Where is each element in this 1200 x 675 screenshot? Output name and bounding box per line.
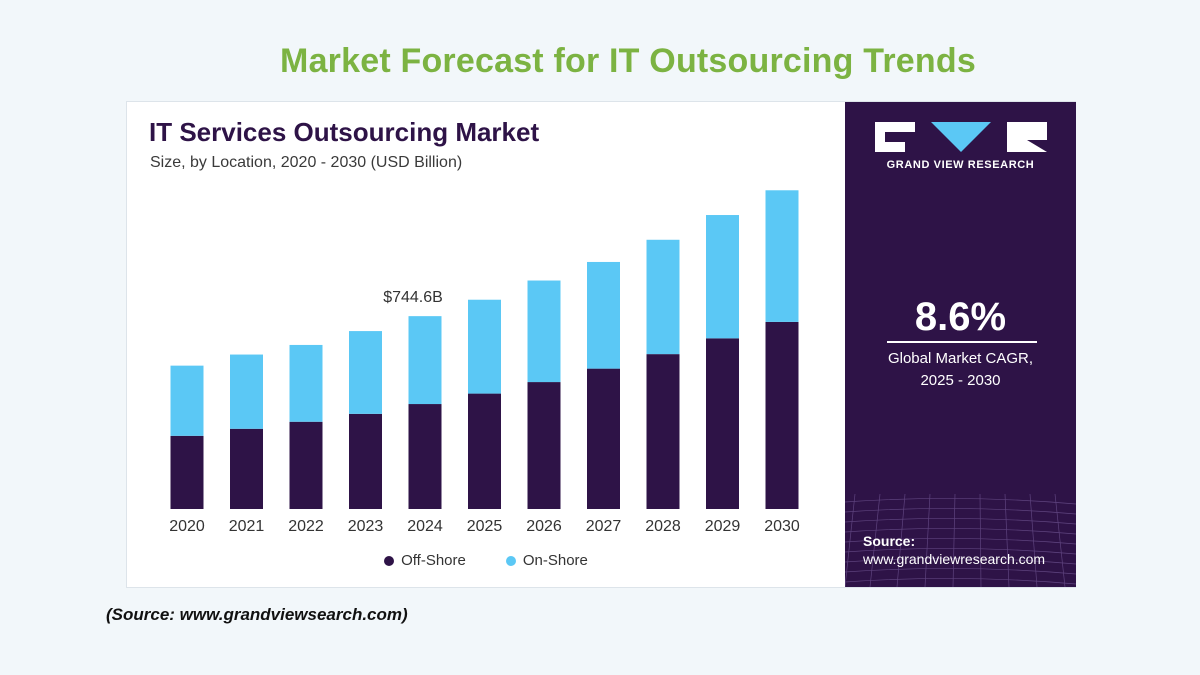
x-tick-label-2025: 2025 bbox=[467, 518, 503, 535]
bar-on-shore-2029 bbox=[706, 215, 739, 339]
bar-on-shore-2026 bbox=[527, 280, 561, 383]
bar-on-shore-2023 bbox=[349, 331, 382, 414]
bar-off-shore-2022 bbox=[289, 421, 323, 509]
legend-item-on-shore: On-Shore bbox=[505, 552, 588, 569]
x-tick-label-2020: 2020 bbox=[169, 518, 205, 535]
stacked-bar-chart: 2020 2021 2022 2023 2024 $744.6B 2025 2026 2027 2… bbox=[169, 190, 800, 535]
chart-subtitle: Size, by Location, 2020 - 2030 (USD Bill… bbox=[150, 154, 463, 171]
x-tick-label-2021: 2021 bbox=[229, 518, 265, 535]
legend-label-off-shore: Off-Shore bbox=[401, 552, 466, 569]
legend-dot-off-shore bbox=[384, 555, 395, 566]
bar-on-shore-2030 bbox=[765, 190, 799, 322]
bar-off-shore-2020 bbox=[170, 435, 204, 509]
grand-view-logo-icon bbox=[875, 122, 1047, 152]
sidebar-source-label: Source: bbox=[863, 533, 916, 549]
brand-name: GRAND VIEW RESEARCH bbox=[886, 159, 1035, 171]
x-tick-label-2030: 2030 bbox=[764, 518, 800, 535]
legend-dot-on-shore bbox=[505, 555, 516, 566]
bar-off-shore-2028 bbox=[646, 354, 680, 509]
bar-off-shore-2026 bbox=[527, 382, 561, 509]
cagr-value: 8.6% bbox=[914, 295, 1007, 339]
bar-on-shore-2028 bbox=[646, 239, 680, 355]
bar-off-shore-2030 bbox=[765, 321, 799, 509]
cagr-label: Global Market CAGR, 2025 - 2030 bbox=[845, 348, 1076, 392]
bar-off-shore-2029 bbox=[706, 338, 739, 509]
bar-off-shore-2024 bbox=[408, 404, 442, 509]
x-tick-label-2026: 2026 bbox=[526, 518, 562, 535]
x-tick-label-2029: 2029 bbox=[705, 518, 741, 535]
page-source-note: (Source: www.grandviewsearch.com) bbox=[106, 605, 408, 624]
cagr-label-line-2: 2025 - 2030 bbox=[920, 372, 1001, 389]
x-tick-label-2028: 2028 bbox=[645, 518, 681, 535]
x-tick-label-2023: 2023 bbox=[348, 518, 384, 535]
data-label-2024: $744.6B bbox=[383, 289, 443, 306]
x-tick-label-2024: 2024 bbox=[407, 518, 443, 535]
legend-label-on-shore: On-Shore bbox=[522, 552, 588, 569]
bar-on-shore-2022 bbox=[289, 344, 323, 422]
x-tick-label-2027: 2027 bbox=[586, 518, 622, 535]
bar-off-shore-2021 bbox=[230, 428, 263, 509]
bar-on-shore-2024 bbox=[408, 316, 442, 405]
bar-off-shore-2023 bbox=[349, 413, 382, 509]
legend-item-off-shore: Off-Shore bbox=[384, 552, 466, 569]
bar-on-shore-2021 bbox=[230, 354, 263, 429]
sidebar-source: Source: www.grandviewresearch.com bbox=[863, 533, 1045, 567]
chart-card: IT Services Outsourcing Market Size, by … bbox=[126, 101, 1076, 588]
bar-on-shore-2020 bbox=[170, 365, 204, 436]
sidebar-source-url: www.grandviewresearch.com bbox=[863, 551, 1046, 567]
chart-legend: Off-Shore On-Shore bbox=[127, 552, 845, 569]
bar-off-shore-2025 bbox=[468, 393, 501, 509]
page-heading: Market Forecast for IT Outsourcing Trend… bbox=[280, 42, 976, 80]
grid-pattern-graphic bbox=[845, 494, 1076, 587]
chart-title: IT Services Outsourcing Market bbox=[149, 117, 540, 147]
cagr-divider bbox=[887, 341, 1037, 343]
x-tick-label-2022: 2022 bbox=[288, 518, 324, 535]
sidebar-panel: GRAND VIEW RESEARCH 8.6% Global Market C… bbox=[845, 102, 1076, 587]
cagr-label-line-1: Global Market CAGR, bbox=[887, 350, 1034, 367]
bar-on-shore-2027 bbox=[587, 261, 620, 369]
bar-off-shore-2027 bbox=[587, 368, 620, 509]
bar-on-shore-2025 bbox=[468, 299, 501, 394]
